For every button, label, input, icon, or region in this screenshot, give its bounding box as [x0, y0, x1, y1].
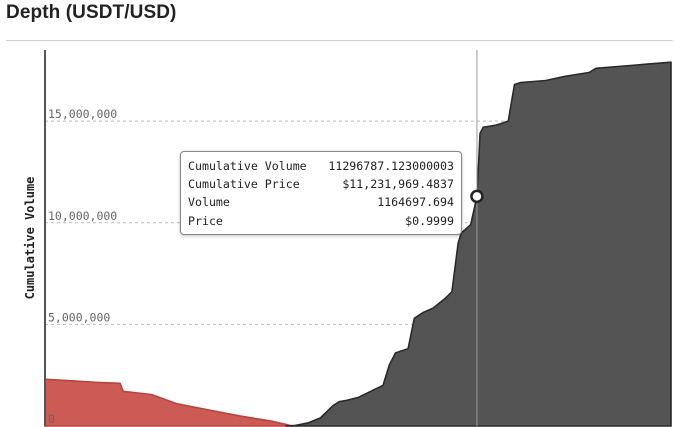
asks-area[interactable] [285, 61, 672, 427]
depth-areas [44, 61, 672, 427]
tooltip-value: $11,231,969.4837 [342, 177, 454, 192]
y-tick-label: 10,000,000 [48, 209, 117, 223]
tooltip-label: Cumulative Volume [188, 159, 307, 173]
page-title: Depth (USDT/USD) [6, 2, 177, 23]
y-tick-label: 5,000,000 [48, 310, 110, 324]
tooltip-label: Volume [188, 195, 230, 210]
tooltip-row-price: Price $0.9999 [188, 212, 454, 230]
y-tick-label: 0 [48, 412, 55, 426]
y-axis-label: Cumulative Volume [23, 177, 37, 300]
tooltip-row-volume: Volume 1164697.694 [188, 193, 454, 211]
title-divider [6, 40, 673, 41]
tooltip-value: 1164697.694 [377, 195, 454, 210]
bids-area[interactable] [44, 378, 294, 427]
hover-point[interactable] [470, 189, 484, 204]
tooltip-row-cumulative-price: Cumulative Price $11,231,969.4837 [188, 175, 454, 193]
hover-tooltip: Cumulative Volume 11296787.123000003 Cum… [180, 151, 462, 235]
tooltip-label: Cumulative Price [188, 177, 300, 192]
tooltip-row-cumulative-volume: Cumulative Volume 11296787.123000003 [188, 157, 454, 175]
tooltip-value: 11296787.123000003 [328, 159, 454, 173]
y-tick-label: 15,000,000 [48, 107, 117, 121]
y-tick-labels: 0 5,000,000 10,000,000 15,000,000 [48, 107, 117, 426]
tooltip-label: Price [188, 213, 223, 228]
tooltip-value: $0.9999 [405, 213, 454, 228]
